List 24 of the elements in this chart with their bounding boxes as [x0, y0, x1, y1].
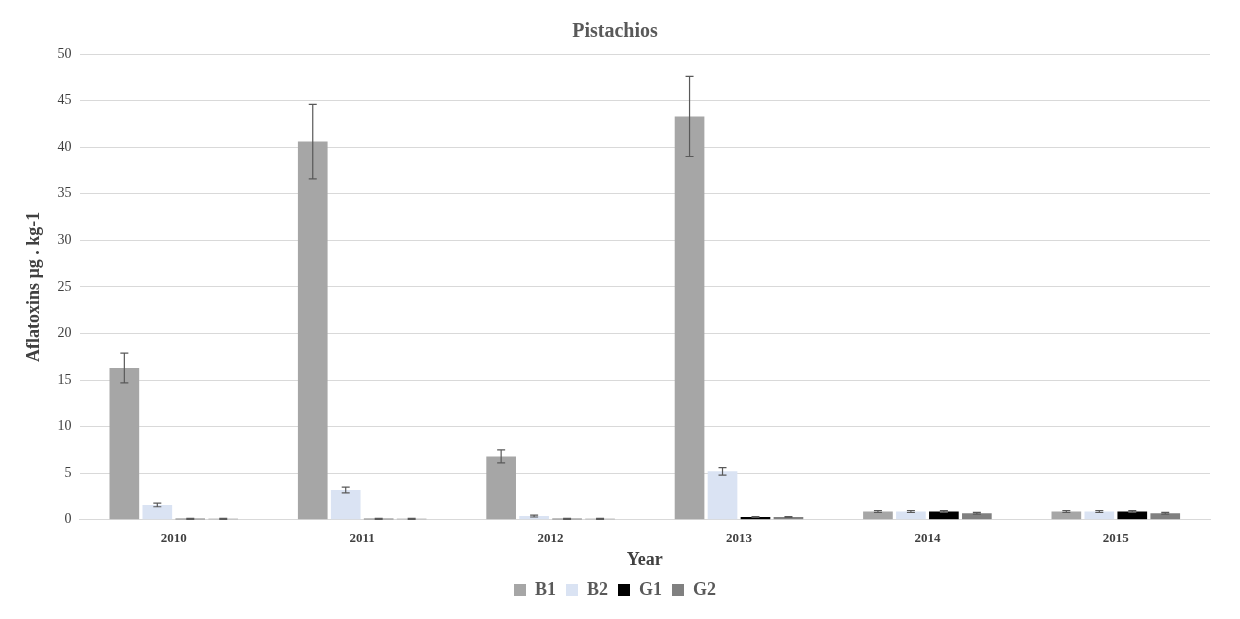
y-tick-label: 0: [64, 511, 72, 527]
y-tick-label: 50: [57, 45, 72, 61]
x-tick-label: 2012: [537, 529, 564, 545]
x-tick-label: 2011: [349, 529, 375, 545]
y-tick-label: 15: [57, 371, 72, 387]
y-axis-title: Aflatoxins µg . kg-1: [23, 211, 44, 363]
x-tick-label: 2015: [1102, 529, 1130, 545]
legend-label: B1: [534, 578, 557, 599]
y-tick-label: 40: [57, 138, 72, 154]
legend-label: G2: [693, 578, 717, 599]
x-tick-label: 2013: [726, 529, 753, 545]
y-tick-label: 30: [57, 231, 72, 247]
y-tick-label: 10: [57, 418, 72, 434]
chart-title: Pistachios: [572, 19, 658, 42]
x-tick-label: 2010: [160, 529, 187, 545]
y-tick-label: 25: [57, 278, 72, 294]
legend-label: G1: [639, 578, 663, 599]
y-tick-label: 5: [64, 464, 72, 480]
y-tick-label: 45: [57, 92, 72, 108]
y-tick-label: 20: [57, 325, 72, 341]
y-tick-label: 35: [57, 185, 72, 201]
x-tick-label: 2014: [914, 529, 941, 545]
x-axis-title: Year: [626, 548, 663, 569]
legend-label: B2: [587, 578, 609, 599]
